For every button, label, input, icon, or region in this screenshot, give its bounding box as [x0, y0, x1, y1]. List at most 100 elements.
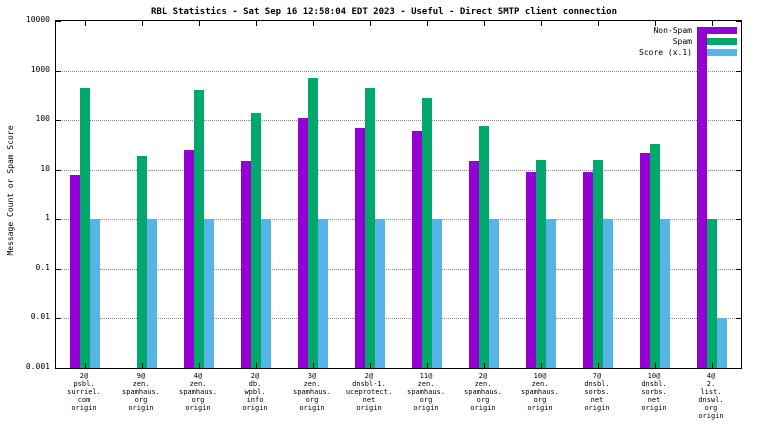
- x-category-label: 2@ db. wpbl. info origin: [242, 372, 268, 412]
- legend-label: Non-Spam: [653, 26, 692, 35]
- bar-spam: [137, 156, 147, 368]
- bar-spam: [80, 88, 90, 368]
- bar-non-spam: [526, 172, 536, 368]
- y-tick-mark: [56, 71, 61, 72]
- bar-spam: [251, 113, 261, 368]
- legend-label: Spam: [672, 37, 692, 46]
- bar-non-spam: [70, 175, 80, 368]
- y-tick-mark: [736, 219, 741, 220]
- y-tick-mark: [736, 269, 741, 270]
- x-tick-mark: [427, 363, 428, 368]
- x-category-label: 9@ zen. spamhaus. org origin: [122, 372, 160, 412]
- bar-non-spam: [469, 161, 479, 368]
- bar-score-x-1: [90, 219, 100, 368]
- bar-non-spam: [298, 118, 308, 368]
- x-tick-mark: [142, 21, 143, 26]
- x-category-label: 4@ 2. list. dnswl. org origin: [698, 372, 724, 420]
- gridline: [56, 71, 741, 72]
- chart-title: RBL Statistics - Sat Sep 16 12:58:04 EDT…: [151, 7, 617, 17]
- y-tick-label: 0.001: [25, 362, 50, 371]
- bar-spam: [593, 160, 603, 368]
- x-tick-mark: [256, 363, 257, 368]
- bar-score-x-1: [717, 318, 727, 368]
- legend-row: Non-Spam: [639, 25, 737, 36]
- y-tick-label: 1: [45, 213, 50, 222]
- bar-non-spam: [241, 161, 251, 368]
- bar-score-x-1: [489, 219, 499, 368]
- x-tick-mark: [598, 21, 599, 26]
- x-tick-mark: [313, 363, 314, 368]
- x-tick-mark: [85, 21, 86, 26]
- x-tick-mark: [484, 21, 485, 26]
- bar-spam: [479, 126, 489, 368]
- legend-swatch: [697, 49, 737, 56]
- x-category-label: 10@ dnsbl. sorbs. net origin: [641, 372, 667, 412]
- y-tick-mark: [56, 170, 61, 171]
- bar-spam: [650, 144, 660, 368]
- bar-score-x-1: [204, 219, 214, 368]
- legend: Non-Spam Spam Score (x.1): [639, 25, 737, 58]
- x-tick-mark: [370, 363, 371, 368]
- y-tick-mark: [736, 71, 741, 72]
- bar-spam: [422, 98, 432, 368]
- x-category-label: 2@ dnsbl-1. uceprotect. net origin: [345, 372, 393, 412]
- y-tick-label: 10: [40, 164, 50, 173]
- x-tick-mark: [484, 363, 485, 368]
- legend-swatch: [697, 38, 737, 45]
- bar-non-spam: [697, 29, 707, 368]
- gridline: [56, 219, 741, 220]
- y-tick-mark: [736, 368, 741, 369]
- x-tick-mark: [142, 363, 143, 368]
- bar-spam: [707, 219, 717, 368]
- x-tick-mark: [313, 21, 314, 26]
- bar-non-spam: [184, 150, 194, 368]
- bar-score-x-1: [147, 219, 157, 368]
- x-category-label: 3@ zen. spamhaus. org origin: [293, 372, 331, 412]
- bar-non-spam: [355, 128, 365, 368]
- y-tick-label: 1000: [30, 65, 50, 74]
- x-tick-mark: [712, 21, 713, 26]
- x-tick-mark: [199, 363, 200, 368]
- y-tick-mark: [56, 368, 61, 369]
- x-tick-mark: [598, 363, 599, 368]
- y-tick-label: 0.01: [30, 312, 50, 321]
- bar-non-spam: [640, 153, 650, 368]
- x-category-label: 2@ psbl. surriel. com origin: [67, 372, 101, 412]
- bar-score-x-1: [261, 219, 271, 368]
- gridline: [56, 120, 741, 121]
- bar-score-x-1: [546, 219, 556, 368]
- gridline: [56, 269, 741, 270]
- x-tick-mark: [370, 21, 371, 26]
- bar-non-spam: [583, 172, 593, 368]
- y-tick-mark: [736, 170, 741, 171]
- bar-score-x-1: [318, 219, 328, 368]
- plot-area: Non-Spam Spam Score (x.1): [55, 20, 742, 369]
- x-category-label: 11@ zen. spamhaus. org origin: [407, 372, 445, 412]
- x-category-label: 4@ zen. spamhaus. org origin: [179, 372, 217, 412]
- y-tick-label: 100: [35, 114, 50, 123]
- legend-swatch: [697, 27, 737, 34]
- y-tick-mark: [56, 120, 61, 121]
- bar-non-spam: [412, 131, 422, 368]
- y-tick-mark: [736, 120, 741, 121]
- y-tick-label: 0.1: [35, 263, 50, 272]
- y-tick-mark: [56, 318, 61, 319]
- gridline: [56, 170, 741, 171]
- x-tick-mark: [199, 21, 200, 26]
- y-tick-mark: [56, 219, 61, 220]
- y-tick-mark: [736, 318, 741, 319]
- legend-row: Score (x.1): [639, 47, 737, 58]
- bar-spam: [536, 160, 546, 368]
- bar-score-x-1: [603, 219, 613, 368]
- legend-row: Spam: [639, 36, 737, 47]
- bar-spam: [194, 90, 204, 368]
- x-tick-mark: [712, 363, 713, 368]
- x-category-label: 7@ dnsbl. sorbs. net origin: [584, 372, 610, 412]
- legend-label: Score (x.1): [639, 48, 692, 57]
- y-tick-mark: [56, 21, 61, 22]
- x-tick-mark: [256, 21, 257, 26]
- x-category-label: 10@ zen. spamhaus. org origin: [521, 372, 559, 412]
- gridline: [56, 318, 741, 319]
- bar-score-x-1: [660, 219, 670, 368]
